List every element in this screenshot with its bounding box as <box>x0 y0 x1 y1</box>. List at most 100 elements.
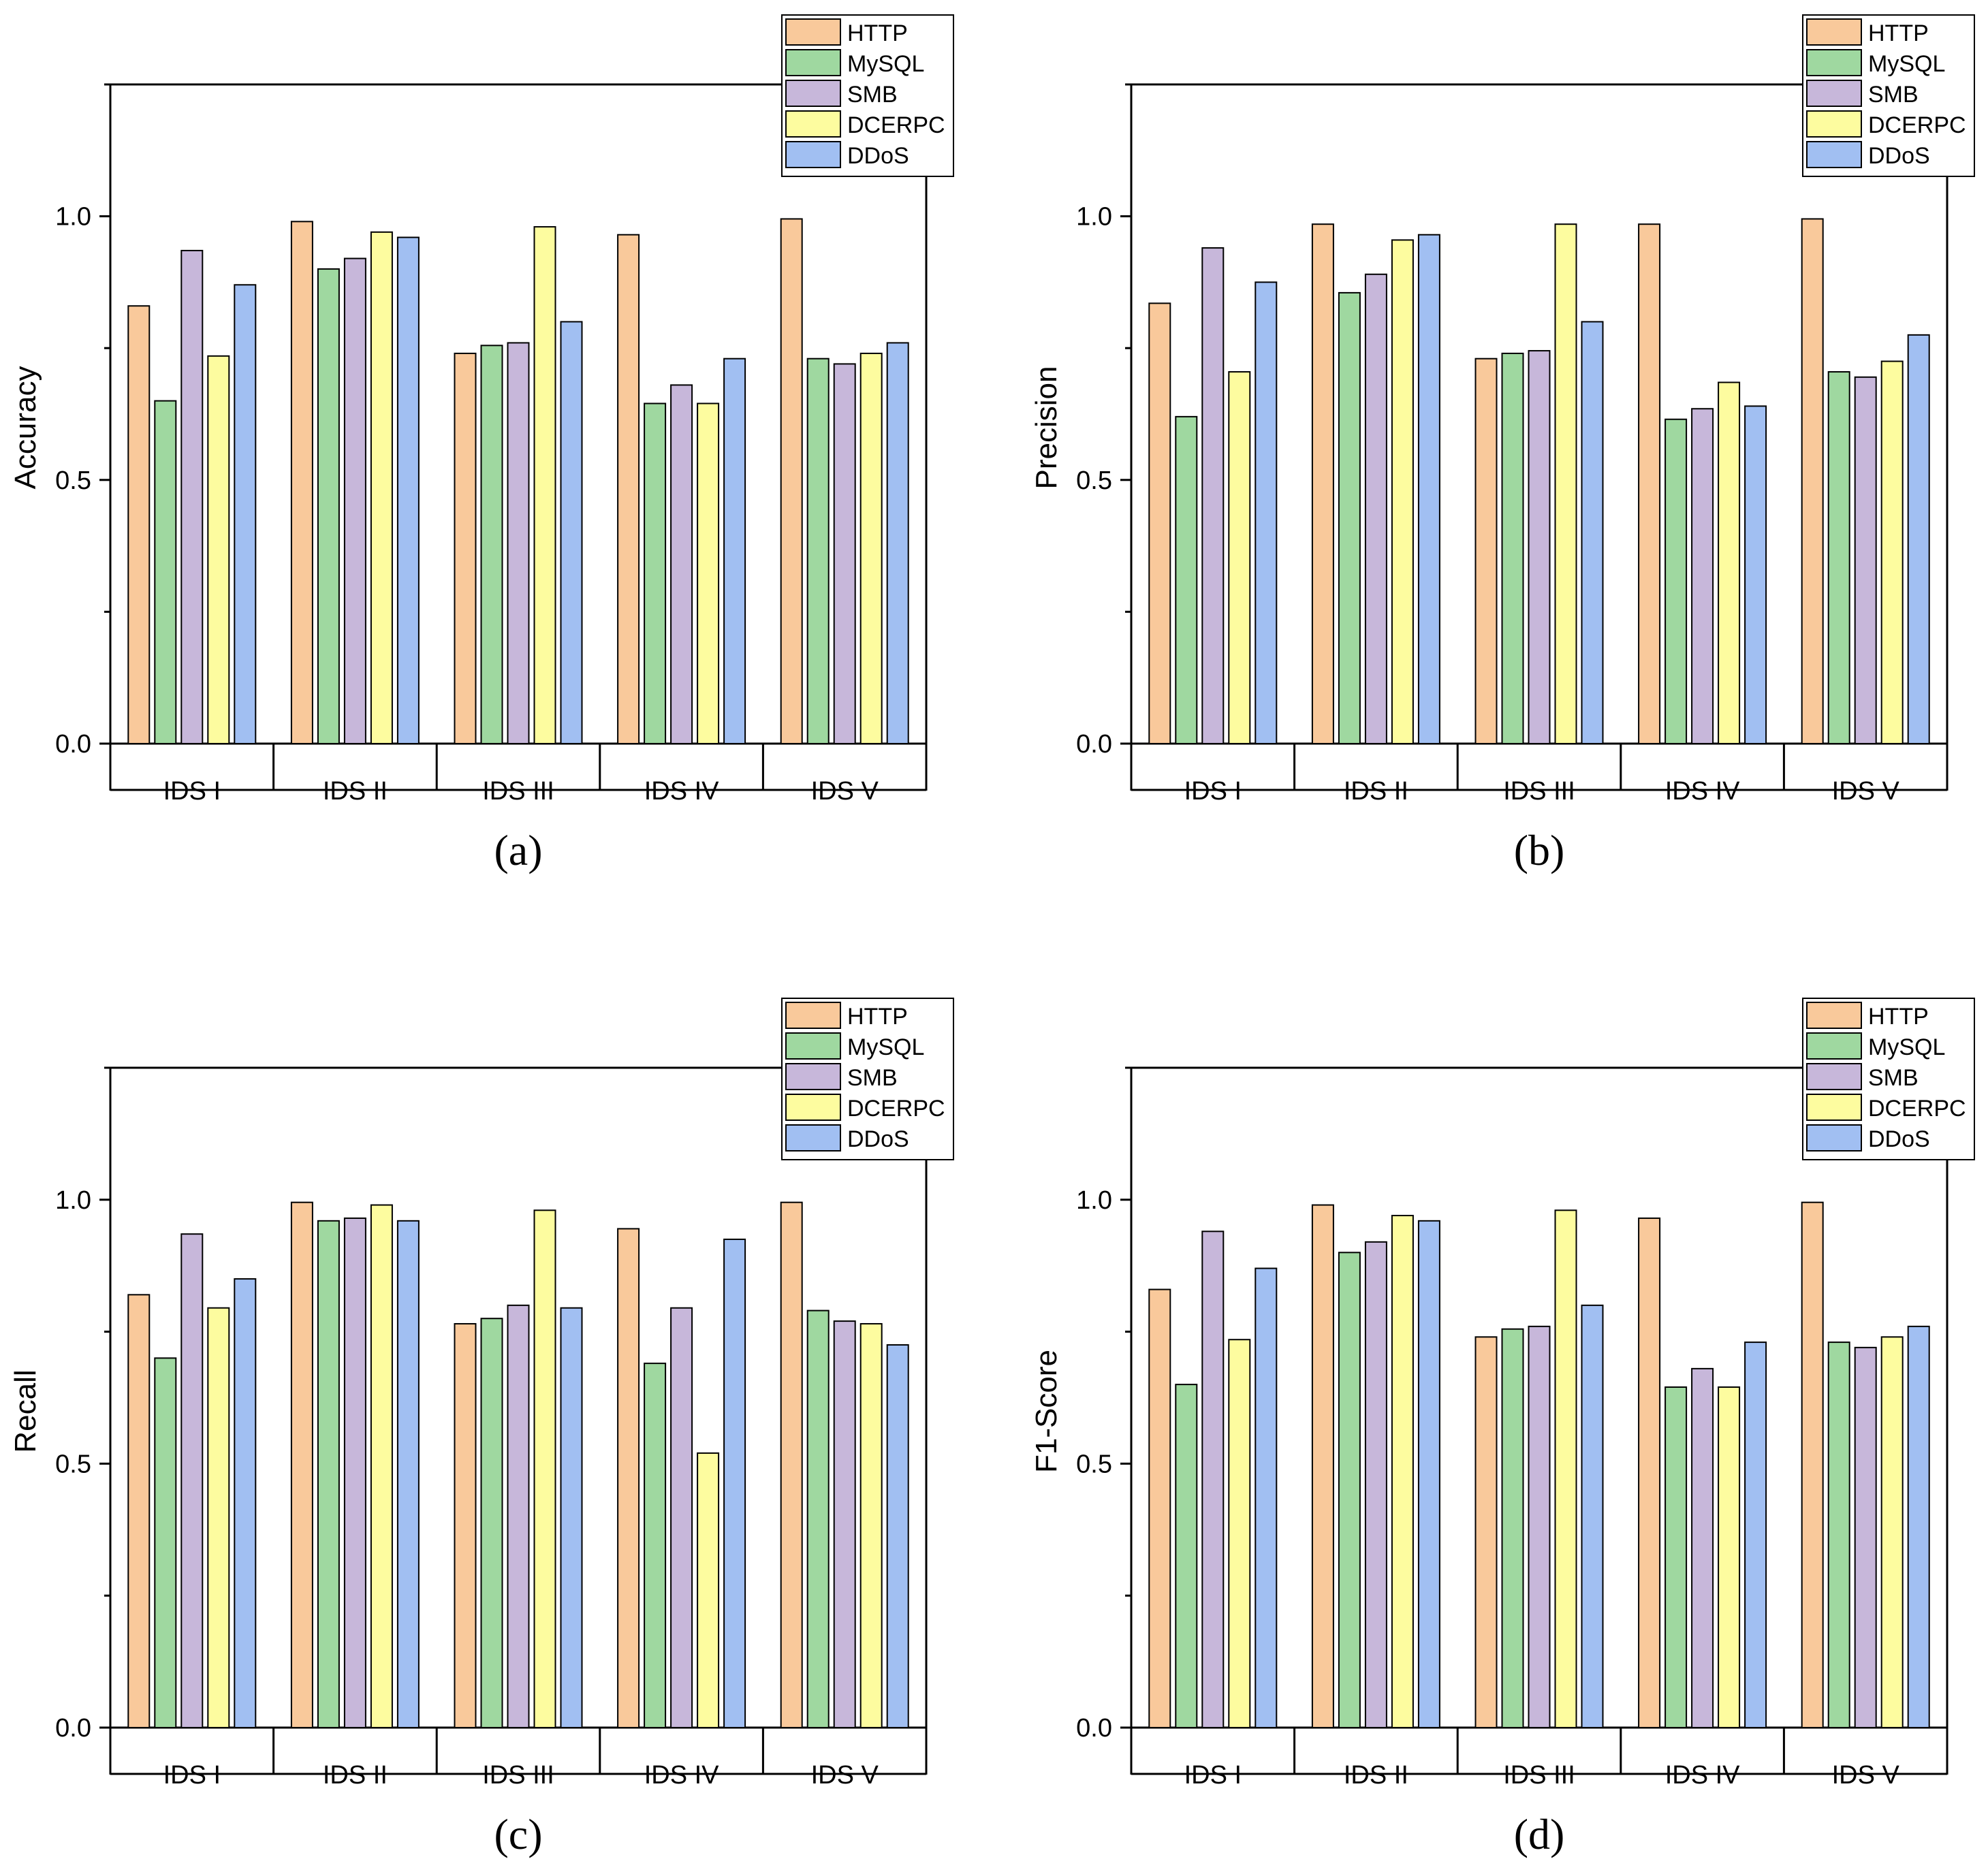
legend-swatch-dcerpc <box>1806 1094 1862 1121</box>
bar-mysql-ids-iii <box>480 1318 503 1728</box>
y-axis-label: Recall <box>9 1369 42 1452</box>
bar-dcerpc-ids-i <box>1228 371 1251 744</box>
bar-smb-ids-iv <box>1691 408 1714 744</box>
bar-ddos-ids-iii <box>1581 321 1604 745</box>
category-label: IDS V <box>811 1761 879 1790</box>
panel-caption: (b) <box>1514 826 1565 874</box>
bar-dcerpc-ids-iv <box>697 1452 720 1728</box>
bar-mysql-ids-v <box>1827 371 1850 744</box>
bar-mysql-ids-ii <box>317 268 340 745</box>
bar-smb-ids-v <box>1854 1346 1877 1728</box>
bar-ddos-ids-v <box>1907 334 1930 744</box>
legend-label-dcerpc: DCERPC <box>847 112 945 138</box>
category-label: IDS V <box>811 777 879 806</box>
category-label: IDS II <box>323 777 388 806</box>
legend-label-http: HTTP <box>847 1004 908 1030</box>
bar-smb-ids-v <box>833 363 856 744</box>
bar-dcerpc-ids-ii <box>1391 1215 1414 1728</box>
bar-dcerpc-ids-ii <box>370 231 393 745</box>
bar-ddos-ids-i <box>1255 1267 1278 1729</box>
category-label: IDS I <box>163 1761 221 1790</box>
bar-mysql-ids-iii <box>1501 352 1524 744</box>
y-tick-label: 1.0 <box>55 1186 91 1215</box>
bar-dcerpc-ids-iv <box>1718 381 1741 744</box>
panel-b: IDS I IDS II IDS III IDS IV IDS V 0.0 0.5 1.0 Pr… <box>1030 14 1975 874</box>
category-label: IDS I <box>1184 777 1242 806</box>
bar-dcerpc-ids-ii <box>370 1204 393 1728</box>
bar-dcerpc-ids-iii <box>533 1209 556 1728</box>
bar-http-ids-ii <box>1311 1204 1334 1728</box>
bar-ddos-ids-ii <box>1417 234 1440 745</box>
legend-swatch-http <box>1806 1002 1862 1029</box>
bar-smb-ids-v <box>833 1320 856 1728</box>
legend-swatch-http <box>785 18 841 46</box>
bar-dcerpc-ids-i <box>207 1307 230 1728</box>
bar-ddos-ids-i <box>1255 281 1278 744</box>
bar-dcerpc-ids-iii <box>1554 1209 1577 1728</box>
category-label: IDS III <box>1503 1761 1575 1790</box>
legend-label-mysql: MySQL <box>847 1034 924 1060</box>
legend-label-http: HTTP <box>1868 1004 1929 1030</box>
panel-caption: (c) <box>494 1810 542 1858</box>
bar-http-ids-v <box>780 218 803 744</box>
legend-label-ddos: DDoS <box>847 143 909 169</box>
bar-dcerpc-ids-v <box>859 352 883 744</box>
bar-http-ids-iii <box>1474 358 1498 744</box>
category-label: IDS V <box>1832 777 1900 806</box>
legend-label-http: HTTP <box>847 20 908 46</box>
panel-a: IDS I IDS II IDS III IDS IV IDS V 0.0 0.5 1.0 Ac… <box>9 14 954 874</box>
bar-dcerpc-ids-v <box>1880 360 1904 744</box>
bar-ddos-ids-iii <box>560 1307 583 1728</box>
y-tick-label: 1.0 <box>1076 203 1112 232</box>
bar-dcerpc-ids-iii <box>1554 223 1577 744</box>
legend-swatch-dcerpc <box>785 1094 841 1121</box>
bar-mysql-ids-v <box>806 358 830 744</box>
bar-http-ids-v <box>1801 218 1824 744</box>
legend-swatch-smb <box>1806 80 1862 107</box>
bar-smb-ids-i <box>1201 247 1225 744</box>
bar-http-ids-ii <box>290 221 313 744</box>
bar-http-ids-v <box>780 1201 803 1728</box>
legend-swatch-mysql <box>1806 1032 1862 1060</box>
bar-dcerpc-ids-i <box>1228 1339 1251 1728</box>
bar-ddos-ids-ii <box>396 236 420 744</box>
bar-ddos-ids-iii <box>560 321 583 745</box>
bar-ddos-ids-v <box>1907 1325 1930 1728</box>
bar-ddos-ids-iv <box>1744 1341 1767 1728</box>
bar-mysql-ids-i <box>1175 415 1198 744</box>
bar-http-ids-i <box>1148 302 1171 745</box>
bar-http-ids-iii <box>454 1322 477 1729</box>
legend-label-smb: SMB <box>1868 82 1919 108</box>
bar-dcerpc-ids-v <box>859 1322 883 1729</box>
legend-label-dcerpc: DCERPC <box>1868 112 1966 138</box>
legend-swatch-dcerpc <box>1806 110 1862 138</box>
legend-swatch-ddos <box>1806 141 1862 168</box>
bar-mysql-ids-i <box>154 400 177 744</box>
legend-label-ddos: DDoS <box>1868 1126 1930 1152</box>
category-label: IDS I <box>163 777 221 806</box>
legend-swatch-smb <box>1806 1063 1862 1090</box>
legend-label-dcerpc: DCERPC <box>847 1096 945 1122</box>
y-axis-label: Precision <box>1030 366 1063 490</box>
bar-smb-ids-iv <box>670 1307 693 1728</box>
bar-mysql-ids-iii <box>1501 1328 1524 1728</box>
category-label: IDS II <box>1344 777 1408 806</box>
legend-label-ddos: DDoS <box>847 1126 909 1152</box>
legend-swatch-mysql <box>785 49 841 76</box>
legend-label-mysql: MySQL <box>1868 1034 1945 1060</box>
legend-swatch-smb <box>785 1063 841 1090</box>
bar-mysql-ids-iv <box>644 402 667 745</box>
legend-label-smb: SMB <box>1868 1065 1919 1091</box>
y-axis-label: Accuracy <box>9 366 42 490</box>
bar-smb-ids-ii <box>343 1217 366 1728</box>
bar-smb-ids-ii <box>1364 273 1387 744</box>
bar-dcerpc-ids-ii <box>1391 239 1414 744</box>
bar-mysql-ids-i <box>154 1357 177 1728</box>
y-tick-label: 1.0 <box>55 203 91 232</box>
legend-label-ddos: DDoS <box>1868 143 1930 169</box>
legend-label-mysql: MySQL <box>847 51 924 77</box>
category-label: IDS IV <box>644 777 719 806</box>
bar-http-ids-iv <box>617 1228 640 1729</box>
legend-label-http: HTTP <box>1868 20 1929 46</box>
